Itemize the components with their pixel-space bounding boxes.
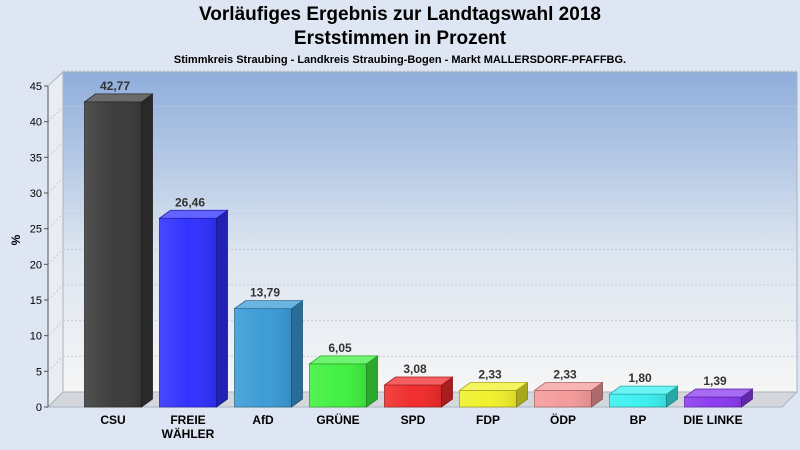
data-label: 2,33: [553, 367, 577, 381]
plot-left-wall: [47, 70, 64, 409]
y-tick-label: 45: [30, 81, 42, 93]
chart-title: Vorläufiges Ergebnis zur Landtagswahl 20…: [199, 4, 601, 25]
bar-top: [158, 209, 229, 219]
bar-ödp: 2,33: [533, 367, 604, 408]
bars: 42,77 26,46 13,79 6,05 3,08 2,33 2,33 1,80 1,39: [83, 79, 754, 408]
x-tick-label: GRÜNE: [316, 412, 359, 427]
bar-shine: [84, 101, 142, 407]
x-tick-label: FREIE: [170, 413, 205, 427]
bar-side: [291, 299, 303, 408]
data-label: 6,05: [328, 341, 352, 355]
x-tick-label: ÖDP: [550, 412, 576, 427]
bar-side: [216, 209, 228, 408]
grid-line: [47, 213, 64, 230]
grid-line: [47, 248, 64, 265]
bar-csu: 42,77: [83, 79, 154, 408]
bar-top: [308, 355, 379, 365]
y-axis-label: %: [9, 234, 23, 245]
bar-top: [233, 300, 304, 310]
x-tick-label: BP: [630, 413, 647, 427]
bar-die-linke: 1,39: [683, 374, 754, 408]
x-tick-label: WÄHLER: [162, 426, 215, 441]
y-tick-label: 15: [30, 295, 42, 307]
grid-line: [47, 320, 64, 337]
bar-shine: [384, 385, 442, 407]
x-tick-label: SPD: [401, 413, 426, 427]
bar-side: [366, 355, 378, 408]
y-tick-label: 40: [30, 117, 42, 129]
bar-top: [458, 381, 529, 391]
y-tick-label: 5: [36, 366, 42, 378]
bar-bp: 1,80: [608, 371, 679, 408]
x-tick-label: DIE LINKE: [683, 413, 742, 427]
x-tick-label: FDP: [476, 413, 500, 427]
chart-region-subtitle: Stimmkreis Straubing - Landkreis Straubi…: [173, 54, 627, 66]
grid-line: [47, 355, 64, 372]
y-tick-label: 20: [30, 259, 42, 271]
bar-top: [683, 388, 754, 398]
y-tick-label: 35: [30, 152, 42, 164]
bar-shine: [309, 363, 367, 407]
data-label: 3,08: [403, 362, 427, 376]
bar-side: [141, 93, 153, 408]
bar-shine: [459, 390, 517, 407]
grid-line: [47, 284, 64, 301]
y-tick-label: 25: [30, 224, 42, 236]
grid-line: [47, 177, 64, 194]
grid-line: [47, 70, 64, 87]
bar-afd: 13,79: [233, 286, 304, 408]
y-tick-label: 30: [30, 188, 42, 200]
grid-lines: [47, 70, 797, 372]
bar-shine: [684, 397, 742, 407]
y-tick-label: 0: [36, 402, 42, 414]
bar-top: [383, 376, 454, 386]
bar-top: [533, 381, 604, 391]
bar-shine: [159, 218, 217, 407]
data-label: 42,77: [100, 79, 130, 93]
bar-shine: [234, 308, 292, 407]
bar-freie-wähler: 26,46: [158, 195, 229, 408]
data-label: 26,46: [175, 195, 205, 209]
x-tick-label: CSU: [100, 413, 125, 427]
grid-line: [47, 106, 64, 123]
bar-grüne: 6,05: [308, 341, 379, 408]
bar-fdp: 2,33: [458, 367, 529, 408]
data-label: 13,79: [250, 286, 280, 300]
x-tick-label: AfD: [252, 413, 274, 427]
data-label: 1,39: [703, 374, 727, 388]
bar-shine: [609, 394, 667, 407]
bar-spd: 3,08: [383, 362, 454, 408]
chart-subtitle: Erststimmen in Prozent: [293, 28, 507, 49]
bar-top: [83, 93, 154, 103]
bar-top: [608, 385, 679, 395]
bar-shine: [534, 390, 592, 407]
data-label: 1,80: [628, 371, 652, 385]
grid-line: [47, 141, 64, 158]
y-tick-label: 10: [30, 331, 42, 343]
data-label: 2,33: [478, 367, 502, 381]
